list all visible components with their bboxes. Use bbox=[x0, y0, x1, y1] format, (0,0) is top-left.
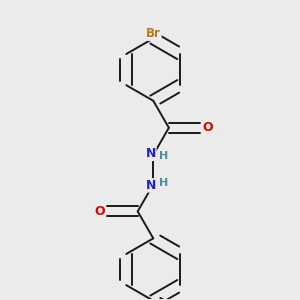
Text: H: H bbox=[158, 178, 168, 188]
Text: Br: Br bbox=[146, 27, 161, 40]
Text: O: O bbox=[94, 205, 105, 218]
Text: O: O bbox=[202, 121, 213, 134]
Text: N: N bbox=[146, 179, 156, 192]
Text: H: H bbox=[158, 151, 168, 161]
Text: N: N bbox=[146, 147, 156, 160]
